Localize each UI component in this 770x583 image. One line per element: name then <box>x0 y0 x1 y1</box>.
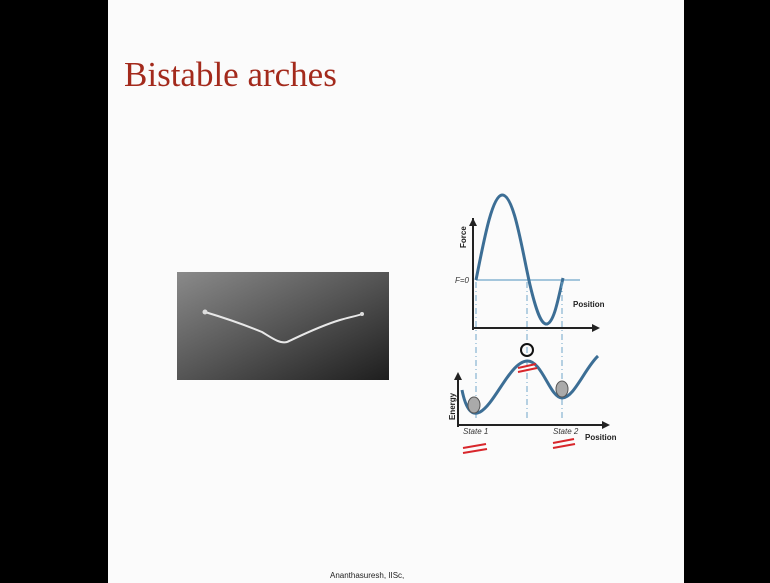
energy-x-label: Position <box>585 433 617 442</box>
arch-photo <box>177 272 389 380</box>
slide-screen: Bistable arches Force F=0 Position Energ… <box>0 0 770 583</box>
energy-y-label: Energy <box>448 392 457 420</box>
state-label: State 1 <box>463 427 488 436</box>
slide-footer: Ananthasuresh, IISc, <box>330 571 404 580</box>
force-y-label: Force <box>459 226 468 248</box>
force-x-label: Position <box>573 300 605 309</box>
state-label: State 2 <box>553 427 579 436</box>
force-zero-label: F=0 <box>455 276 470 285</box>
slide-title: Bistable arches <box>124 55 337 94</box>
